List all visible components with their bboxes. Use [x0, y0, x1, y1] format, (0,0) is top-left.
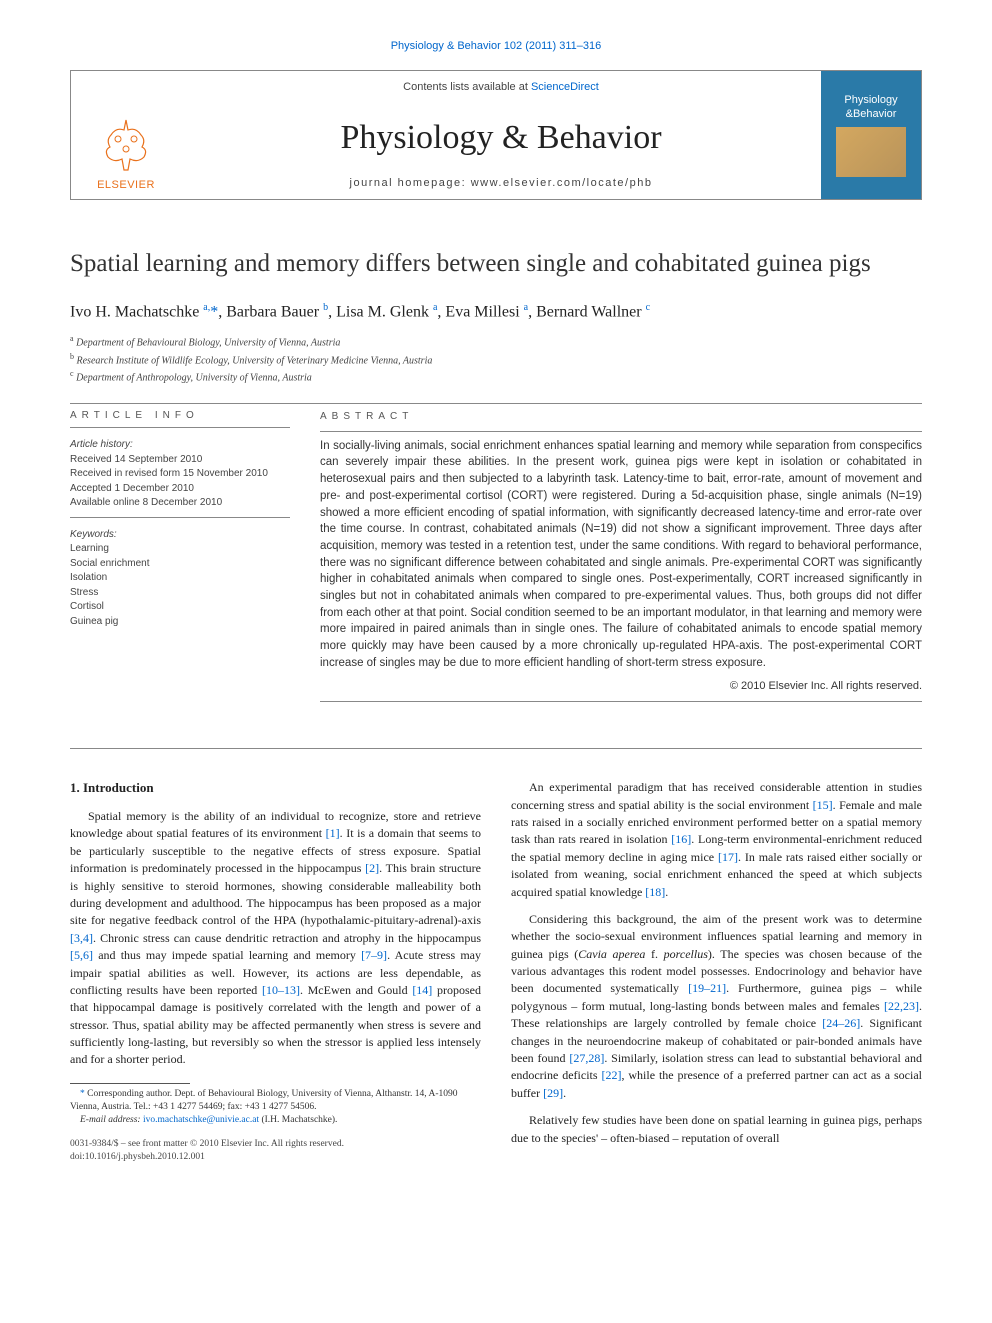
ref-link[interactable]: [15]	[813, 798, 833, 812]
ref-link[interactable]: [22,23]	[884, 999, 919, 1013]
ref-link[interactable]: [17]	[718, 850, 738, 864]
history-received: Received 14 September 2010	[70, 453, 290, 468]
article-info-heading: article info	[70, 410, 290, 421]
abstract-column: abstract In socially-living animals, soc…	[320, 410, 922, 708]
keyword: Isolation	[70, 571, 290, 586]
history-label: Article history:	[70, 438, 290, 453]
keyword: Cortisol	[70, 600, 290, 615]
issn-line: 0031-9384/$ – see front matter © 2010 El…	[70, 1138, 481, 1151]
journal-homepage: journal homepage: www.elsevier.com/locat…	[350, 177, 653, 189]
ref-link[interactable]: [10–13]	[262, 983, 300, 997]
article-history-block: Article history: Received 14 September 2…	[70, 438, 290, 511]
ref-link[interactable]: [16]	[671, 832, 691, 846]
affiliation-b: b Research Institute of Wildlife Ecology…	[70, 351, 922, 368]
page-container: Physiology & Behavior 102 (2011) 311–316…	[0, 0, 992, 1184]
keyword: Learning	[70, 542, 290, 557]
abstract-text: In socially-living animals, social enric…	[320, 438, 922, 671]
ref-link[interactable]: [22]	[601, 1068, 621, 1082]
cover-title: Physiology&Behavior	[844, 93, 897, 122]
keyword: Stress	[70, 586, 290, 601]
affiliation-c: c Department of Anthropology, University…	[70, 368, 922, 385]
ref-link[interactable]: [27,28]	[569, 1051, 604, 1065]
email-footnote: E-mail address: ivo.machatschke@univie.a…	[70, 1114, 481, 1127]
ref-link[interactable]: [7–9]	[361, 948, 387, 962]
issn-doi-footer: 0031-9384/$ – see front matter © 2010 El…	[70, 1138, 481, 1165]
ref-link[interactable]: [29]	[543, 1086, 563, 1100]
intro-para-3: Considering this background, the aim of …	[511, 911, 922, 1102]
publisher-name: ELSEVIER	[97, 179, 155, 191]
history-accepted: Accepted 1 December 2010	[70, 482, 290, 497]
journal-citation-link[interactable]: Physiology & Behavior 102 (2011) 311–316	[70, 40, 922, 52]
journal-title: Physiology & Behavior	[340, 119, 661, 157]
history-online: Available online 8 December 2010	[70, 496, 290, 511]
history-revised: Received in revised form 15 November 201…	[70, 467, 290, 482]
publisher-block: ELSEVIER	[71, 71, 181, 199]
ref-link[interactable]: [1]	[326, 826, 340, 840]
divider	[70, 748, 922, 749]
ref-link[interactable]: [3,4]	[70, 931, 93, 945]
abstract-heading: abstract	[320, 410, 922, 425]
doi-line: doi:10.1016/j.physbeh.2010.12.001	[70, 1151, 481, 1164]
intro-para-2: An experimental paradigm that has receiv…	[511, 779, 922, 901]
contents-line: Contents lists available at ScienceDirec…	[403, 81, 599, 93]
corresponding-author-footnote: * Corresponding author. Dept. of Behavio…	[70, 1088, 481, 1115]
ref-link[interactable]: [5,6]	[70, 948, 93, 962]
ref-link[interactable]: [2]	[365, 861, 379, 875]
article-title: Spatial learning and memory differs betw…	[70, 250, 922, 278]
keyword: Guinea pig	[70, 615, 290, 630]
body-two-column: 1. Introduction Spatial memory is the ab…	[70, 779, 922, 1164]
journal-cover-thumb: Physiology&Behavior	[821, 71, 921, 199]
journal-header-banner: ELSEVIER Contents lists available at Sci…	[70, 70, 922, 200]
footnote-rule	[70, 1083, 190, 1084]
elsevier-tree-icon	[96, 115, 156, 175]
email-link[interactable]: ivo.machatschke@univie.ac.at	[143, 1115, 259, 1125]
footnote-block: * Corresponding author. Dept. of Behavio…	[70, 1083, 481, 1164]
abstract-copyright: © 2010 Elsevier Inc. All rights reserved…	[320, 679, 922, 695]
info-abstract-row: article info Article history: Received 1…	[70, 410, 922, 708]
article-info-column: article info Article history: Received 1…	[70, 410, 290, 708]
divider	[70, 403, 922, 404]
keywords-block: Keywords: Learning Social enrichment Iso…	[70, 528, 290, 630]
keyword: Social enrichment	[70, 557, 290, 572]
ref-link[interactable]: [18]	[645, 885, 665, 899]
intro-para-1: Spatial memory is the ability of an indi…	[70, 808, 481, 1069]
intro-para-4: Relatively few studies have been done on…	[511, 1112, 922, 1147]
header-middle: Contents lists available at ScienceDirec…	[181, 71, 821, 199]
ref-link[interactable]: [14]	[412, 983, 432, 997]
affiliation-a: a Department of Behavioural Biology, Uni…	[70, 333, 922, 350]
section-heading-intro: 1. Introduction	[70, 779, 481, 798]
ref-link[interactable]: [24–26]	[822, 1016, 860, 1030]
ref-link[interactable]: [19–21]	[688, 981, 726, 995]
affiliations: a Department of Behavioural Biology, Uni…	[70, 333, 922, 385]
keywords-label: Keywords:	[70, 528, 290, 543]
cover-image-icon	[836, 127, 906, 177]
sciencedirect-link[interactable]: ScienceDirect	[531, 81, 599, 93]
contents-prefix: Contents lists available at	[403, 81, 531, 93]
author-list: Ivo H. Machatschke a,*, Barbara Bauer b,…	[70, 302, 922, 321]
